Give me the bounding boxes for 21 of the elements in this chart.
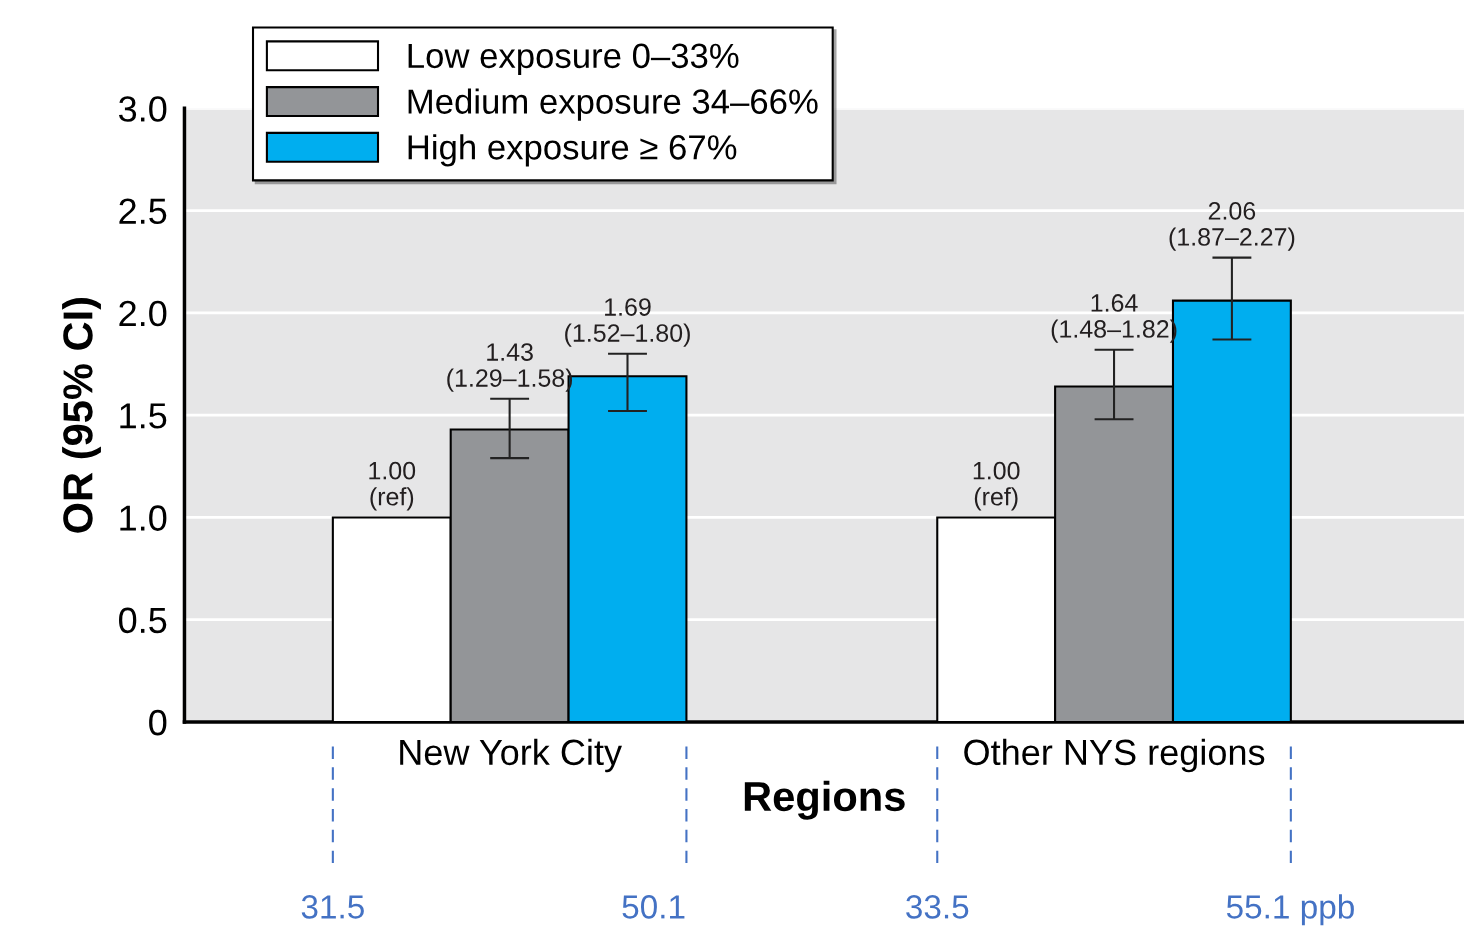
legend-label: High exposure ≥ 67%	[408, 134, 737, 167]
y-tick-label: 1.0	[120, 505, 167, 531]
text: 31.5	[301, 895, 364, 919]
y-tick-label: 0	[149, 709, 167, 736]
data-label: 1.00 (ref)	[369, 461, 416, 511]
text: 33.5	[906, 895, 969, 919]
data-label: 1.00 (ref)	[973, 461, 1020, 511]
text: 55.1 ppb	[1226, 894, 1354, 926]
legend-label: Low exposure 0–33%	[408, 43, 739, 76]
y-tick-label: 1.5	[120, 403, 167, 429]
y-tick-label: 2.0	[119, 300, 167, 327]
y-tick-label: 2.5	[119, 198, 167, 225]
x-axis-title: Regions	[744, 780, 905, 820]
text: 50.1	[622, 895, 685, 919]
y-tick-label: 3.0	[118, 96, 167, 122]
x-tick-label: New York City	[400, 738, 622, 773]
x-tick-label: Other NYS regions	[964, 738, 1265, 773]
y-axis-title: OR (95% CI)	[62, 298, 101, 533]
data-label: 2.06 (1.87–2.27)	[1169, 202, 1295, 251]
legend-label: Medium exposure 34–66%	[408, 88, 818, 121]
y-tick-label: 0.5	[119, 607, 167, 634]
